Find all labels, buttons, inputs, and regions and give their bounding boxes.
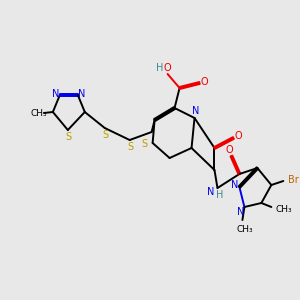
Text: CH₃: CH₃: [275, 205, 292, 214]
Text: O: O: [201, 77, 208, 87]
Text: N: N: [192, 106, 199, 116]
Text: S: S: [66, 132, 72, 142]
Text: S: S: [128, 142, 134, 152]
Text: S: S: [103, 130, 109, 140]
Text: O: O: [235, 131, 242, 141]
Text: S: S: [142, 139, 148, 149]
Text: N: N: [52, 89, 60, 99]
Text: O: O: [226, 145, 233, 155]
Text: N: N: [78, 89, 85, 99]
Text: N: N: [207, 187, 214, 197]
Text: H: H: [216, 190, 223, 200]
Text: H: H: [156, 63, 164, 73]
Text: N: N: [237, 207, 244, 217]
Text: Br: Br: [288, 175, 299, 185]
Text: CH₃: CH₃: [236, 224, 253, 233]
Text: O: O: [164, 63, 171, 73]
Text: N: N: [231, 180, 238, 190]
Text: CH₃: CH₃: [31, 109, 47, 118]
